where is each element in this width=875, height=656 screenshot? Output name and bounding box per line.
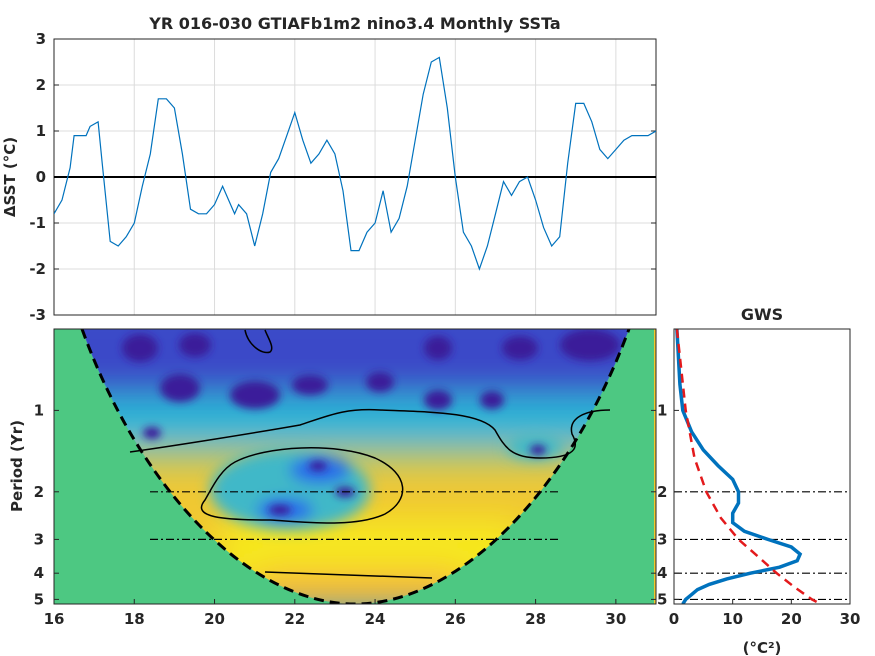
wavelet-y-ticks: 1 2 3 4 5: [34, 401, 656, 608]
wavelet-x-tick-label: 24: [365, 610, 386, 628]
gws-x-ticks: 0 10 20 30: [669, 599, 861, 628]
gws-y-ticks: 1 2 3 4 5: [657, 401, 679, 608]
wavelet-y-tick-label: 3: [34, 530, 44, 548]
gws-y-tick-label: 4: [657, 564, 667, 582]
significance-contours: [129, 329, 611, 579]
top-y-tick-label: 2: [36, 76, 46, 94]
top-y-tick-label: 0: [36, 168, 46, 186]
gws-x-axis-label: (°C²): [743, 639, 782, 656]
top-y-tick-label: -1: [29, 214, 46, 232]
gws-period-reference-lines: [674, 491, 850, 600]
gws-x-tick-label: 20: [781, 610, 802, 628]
top-y-tick-label: -2: [29, 260, 46, 278]
top-y-tick-label: -3: [29, 306, 46, 324]
top-y-axis-label: ΔSST (°C): [1, 137, 19, 217]
gws-x-tick-label: 10: [722, 610, 743, 628]
wavelet-x-tick-label: 18: [124, 610, 145, 628]
wavelet-plot-frame: [53, 328, 657, 605]
sst-anomaly-line: [54, 56, 656, 271]
wavelet-x-tick-label: 30: [605, 610, 626, 628]
gws-y-tick-label: 2: [657, 483, 667, 501]
wavelet-x-tick-label: 28: [525, 610, 546, 628]
wavelet-x-ticks: 16 18 20 22 24 26 28 30: [44, 599, 626, 628]
top-chart-title: YR 016-030 GTIAFb1m2 nino3.4 Monthly SST…: [148, 14, 560, 33]
wavelet-power-map: [54, 329, 656, 604]
significance-spectrum-line: [675, 329, 822, 604]
cone-of-influence: [80, 329, 631, 604]
top-y-tick-label: 3: [36, 30, 46, 48]
gws-y-tick-label: 5: [657, 590, 667, 608]
gws-y-tick-label: 3: [657, 530, 667, 548]
top-y-tick-label: 1: [36, 122, 46, 140]
gws-x-tick-label: 0: [669, 610, 679, 628]
wavelet-y-tick-label: 2: [34, 483, 44, 501]
gws-plot-frame: [673, 328, 851, 605]
wavelet-x-tick-label: 22: [284, 610, 305, 628]
wavelet-x-tick-label: 20: [204, 610, 225, 628]
wavelet-y-tick-label: 1: [34, 401, 44, 419]
wavelet-period-reference-lines: [150, 491, 560, 541]
gws-x-tick-label: 30: [840, 610, 861, 628]
wavelet-x-tick-label: 16: [44, 610, 65, 628]
wavelet-x-tick-label: 26: [445, 610, 466, 628]
gws-y-tick-label: 1: [657, 401, 667, 419]
global-wavelet-spectrum-line: [675, 329, 803, 604]
gws-title: GWS: [741, 305, 783, 324]
wavelet-y-tick-label: 4: [34, 564, 44, 582]
wavelet-y-tick-label: 5: [34, 590, 44, 608]
wavelet-y-axis-label: Period (Yr): [8, 420, 26, 512]
